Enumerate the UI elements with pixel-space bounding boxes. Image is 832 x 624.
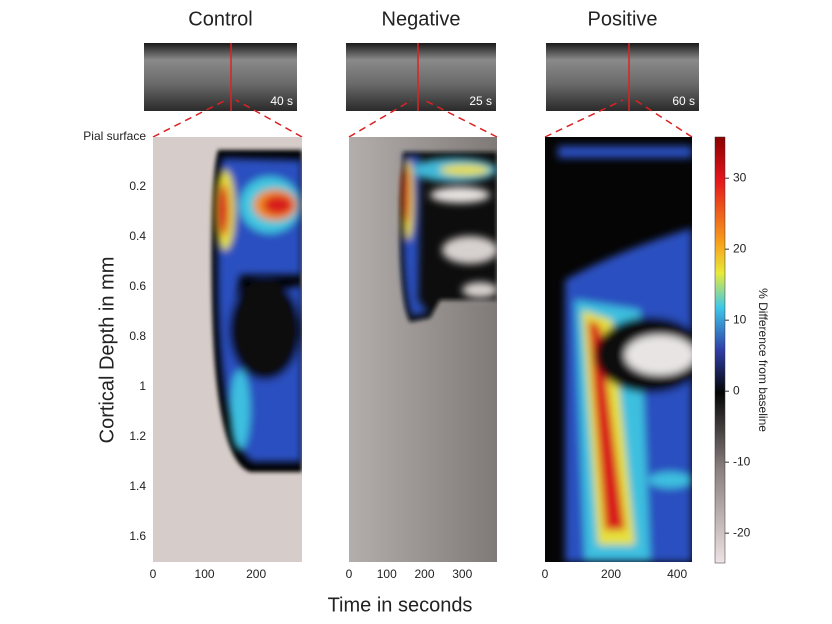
heatmap-negative — [349, 137, 497, 562]
photo-time-label: 25 s — [469, 94, 492, 108]
y-tick-label: Pial surface — [83, 129, 146, 143]
heatmap-control — [153, 137, 302, 562]
panel-title: Positive — [587, 8, 657, 30]
y-tick-label: 1.2 — [129, 429, 146, 443]
y-tick-label: 0.4 — [129, 229, 146, 243]
x-tick-label: 0 — [346, 567, 353, 581]
x-axis-label: Time in seconds — [328, 594, 473, 616]
x-tick-label: 200 — [601, 567, 621, 581]
colorbar-tick-label: 10 — [733, 312, 747, 326]
y-tick-label: 1.6 — [129, 529, 146, 543]
x-tick-label: 200 — [246, 567, 266, 581]
x-tick-label: 300 — [452, 567, 472, 581]
panel-title: Control — [188, 8, 252, 30]
y-tick-label: 1.4 — [129, 479, 146, 493]
y-axis-label: Cortical Depth in mm — [96, 257, 118, 444]
panel-title: Negative — [382, 8, 461, 30]
x-tick-label: 0 — [150, 567, 157, 581]
y-tick-label: 0.8 — [129, 329, 146, 343]
x-tick-label: 0 — [542, 567, 549, 581]
photo-time-label: 40 s — [270, 94, 293, 108]
colorbar — [714, 136, 726, 564]
x-tick-label: 200 — [414, 567, 434, 581]
x-tick-label: 100 — [195, 567, 215, 581]
y-tick-label: 0.6 — [129, 279, 146, 293]
colorbar-tick-label: 30 — [733, 170, 747, 184]
colorbar-tick-label: 20 — [733, 241, 747, 255]
x-tick-label: 400 — [667, 567, 687, 581]
colorbar-tick-label: 0 — [733, 383, 740, 397]
colorbar-tick-label: -10 — [733, 454, 751, 468]
y-tick-label: 0.2 — [129, 179, 146, 193]
colorbar-label: % Difference from baseline — [756, 288, 770, 432]
y-tick-label: 1 — [139, 379, 146, 393]
photo-time-label: 60 s — [672, 94, 695, 108]
photos — [144, 43, 699, 138]
heatmap-positive — [545, 137, 692, 562]
x-tick-label: 100 — [377, 567, 397, 581]
colorbar-tick-label: -20 — [733, 525, 751, 539]
